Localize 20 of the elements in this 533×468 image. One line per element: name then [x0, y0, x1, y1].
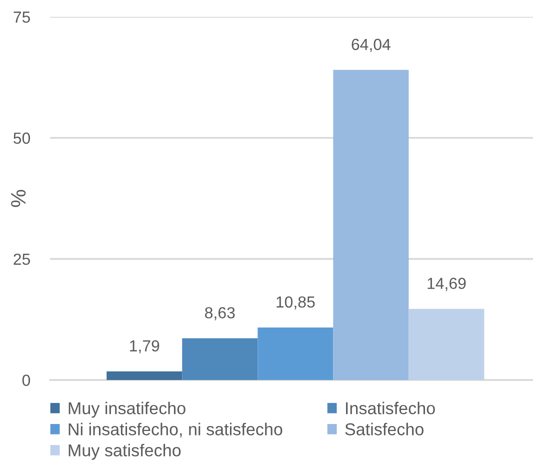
data-label: 8,63 [205, 307, 235, 320]
y-tick-label: 0 [22, 374, 30, 386]
data-label: 1,79 [130, 340, 160, 354]
y-axis-title: % [11, 190, 26, 207]
y-tick-label: 50 [14, 132, 30, 144]
legend-label: Satisfecho [345, 422, 424, 436]
legend-label: Ni insatisfecho, ni satisfecho [68, 422, 282, 438]
legend-label: Muy satisfecho [68, 444, 181, 460]
data-label: 14,69 [428, 278, 466, 291]
y-tick-label: 25 [14, 254, 30, 265]
legend-label: Insatisfecho [346, 402, 435, 414]
bar [258, 327, 334, 380]
bar [106, 371, 182, 380]
data-label: 10,85 [276, 296, 315, 310]
bar [333, 70, 409, 380]
data-label: 64,04 [352, 38, 390, 52]
bar [408, 308, 484, 380]
y-tick-label: 75 [14, 12, 30, 23]
legend-label: Muy insatifecho [68, 402, 186, 418]
bar [182, 338, 258, 380]
